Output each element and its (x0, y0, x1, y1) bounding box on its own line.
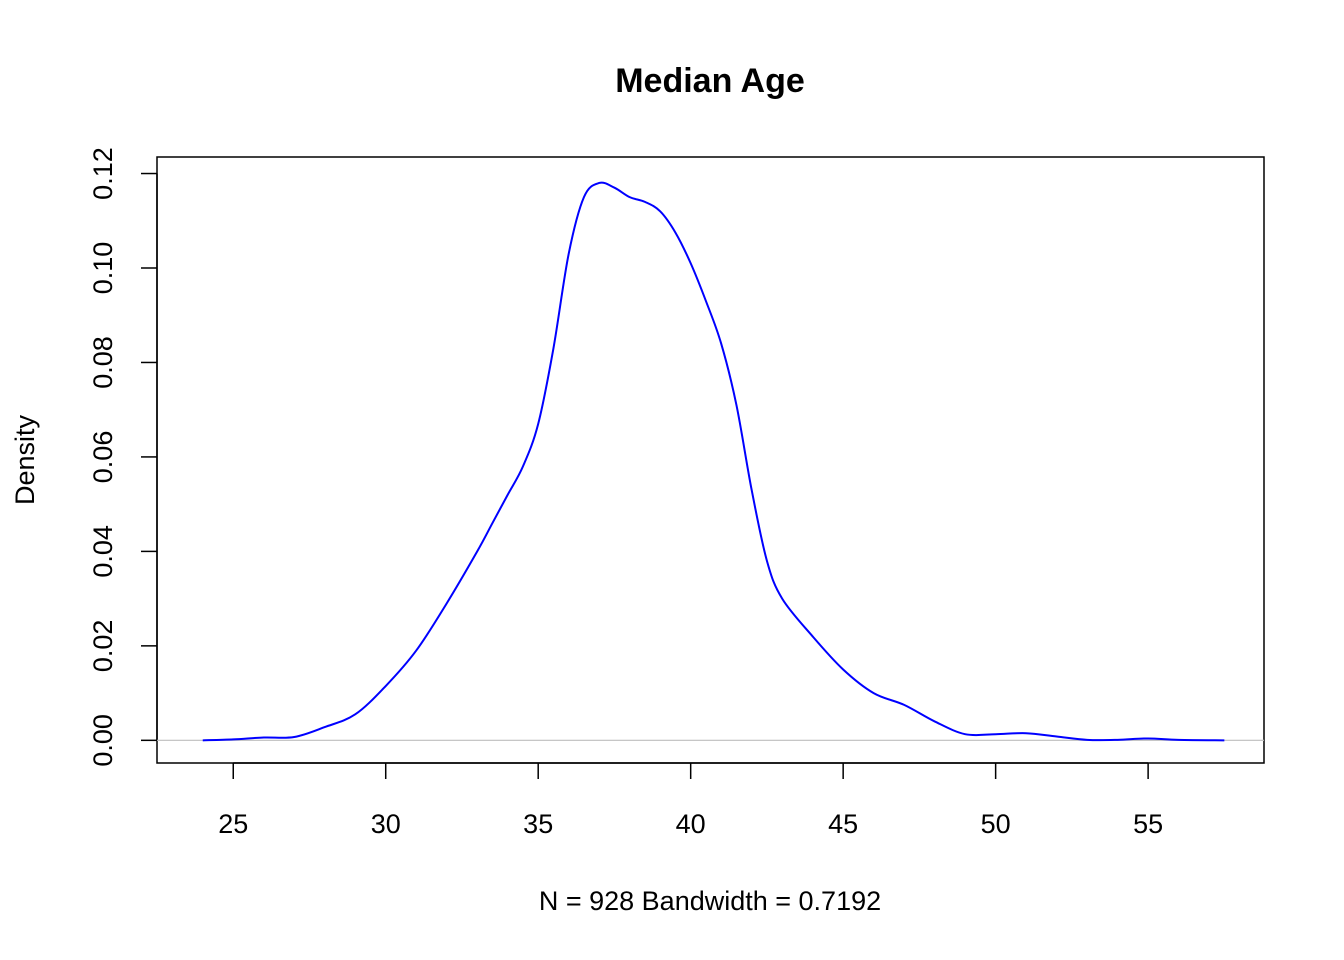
x-axis: 25 30 35 40 45 50 55 (218, 762, 1163, 839)
density-curve (202, 181, 1225, 742)
y-tick-label: 0.12 (88, 147, 118, 200)
x-tick-label: 50 (981, 809, 1011, 839)
y-tick-label: 0.02 (88, 620, 118, 673)
y-tick-label: 0.06 (88, 431, 118, 484)
plot-frame (156, 156, 1265, 764)
y-tick-label: 0.00 (88, 714, 118, 767)
y-tick-label: 0.08 (88, 336, 118, 389)
x-tick-label: 40 (676, 809, 706, 839)
y-tick-label: 0.10 (88, 242, 118, 295)
x-tick-label: 30 (371, 809, 401, 839)
y-axis-label: Density (10, 414, 40, 505)
x-tick-label: 45 (828, 809, 858, 839)
chart-title: Median Age (615, 62, 805, 100)
y-axis: 0.00 0.02 0.04 0.06 0.08 0.10 0.12 (88, 147, 158, 767)
x-tick-label: 55 (1133, 809, 1163, 839)
y-tick-label: 0.04 (88, 525, 118, 578)
x-tick-label: 35 (523, 809, 553, 839)
x-axis-label: N = 928 Bandwidth = 0.7192 (539, 886, 881, 916)
x-tick-label: 25 (218, 809, 248, 839)
